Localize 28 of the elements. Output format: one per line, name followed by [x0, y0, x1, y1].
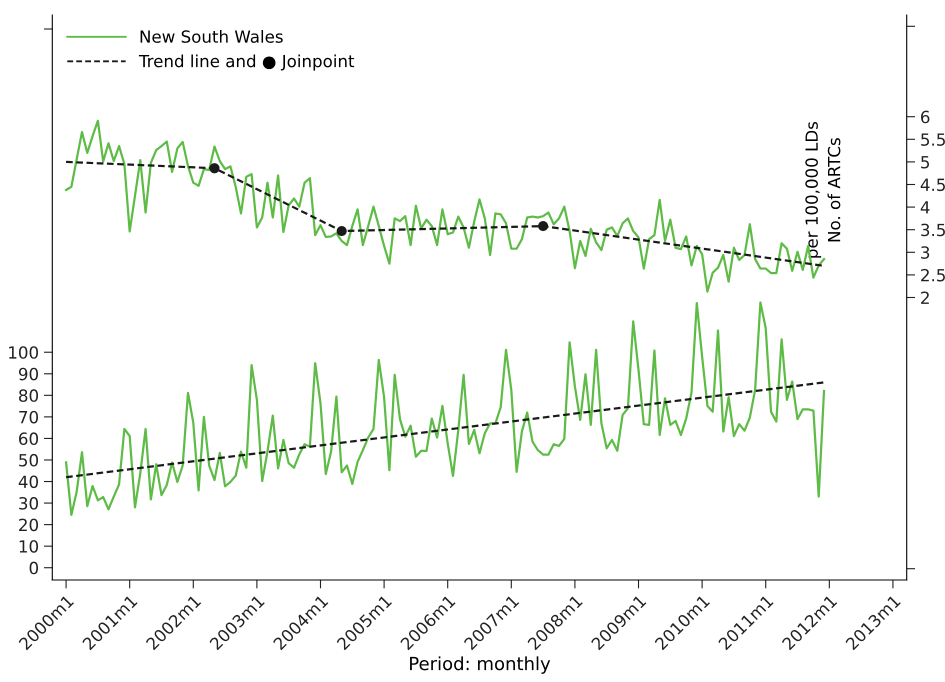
line-series [64, 120, 826, 293]
y-tick-label: 50 [19, 454, 38, 467]
legend-label: Trend line and ● Joinpoint [138, 54, 354, 71]
y2-tick-label: 4.5 [920, 178, 945, 192]
y2-tick-label: 2 [921, 291, 929, 304]
y-tick-label: 30 [19, 497, 38, 510]
y2-tick-label: 4 [920, 201, 930, 214]
y2-tick-label: 5.5 [921, 133, 945, 146]
y-tick-label: 90 [18, 368, 38, 380]
point [209, 163, 220, 174]
x-axis-title: Period: monthly [410, 656, 550, 674]
y-tick-label: 20 [19, 518, 38, 532]
y2-tick-label: 5 [921, 156, 930, 168]
y-tick-label: 40 [18, 475, 38, 488]
line-series [64, 301, 826, 516]
y2-tick-label: 3 [921, 246, 930, 259]
y-tick-label: 100 [9, 346, 38, 359]
legend-label: New South Wales [140, 30, 283, 43]
y-tick-label: 0 [30, 562, 38, 574]
y-tick-label: 80 [19, 389, 38, 402]
y-tick-label: 70 [19, 410, 38, 424]
y2-tick-label: 6 [921, 110, 930, 124]
point [336, 226, 347, 236]
y2-tick-label: 2.5 [921, 268, 945, 282]
y-tick-label: 60 [19, 432, 38, 445]
point [538, 220, 548, 232]
y2-tick-label: 3.5 [921, 224, 945, 236]
y-tick-label: 10 [20, 540, 38, 553]
